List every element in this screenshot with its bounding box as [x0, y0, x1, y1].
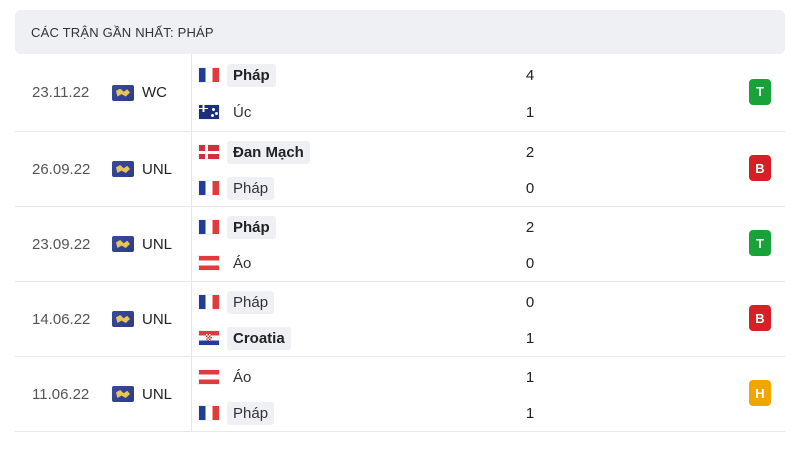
away-team[interactable]: Úc [199, 97, 257, 127]
away-score: 1 [525, 329, 535, 347]
match-row[interactable]: 11.06.22 UNL Áo Pháp 1 1 H [15, 357, 785, 432]
section-title: CÁC TRẬN GẦN NHẤT: PHÁP [31, 24, 214, 40]
team-name: Pháp [227, 63, 276, 87]
home-score: 2 [525, 143, 535, 161]
result-badge: B [749, 155, 771, 181]
competition-logo-icon [112, 161, 134, 177]
home-score: 1 [525, 368, 535, 386]
result-badge: H [749, 380, 771, 406]
team-name: Pháp [227, 215, 276, 239]
home-team[interactable]: Pháp [199, 60, 276, 90]
home-team[interactable]: Đan Mạch [199, 137, 310, 167]
result-badge: B [749, 305, 771, 331]
away-team[interactable]: Pháp [199, 398, 275, 428]
france-flag-icon [199, 181, 219, 195]
match-list: 23.11.22 WC Pháp Úc 4 1 T 26.09.22 UNL Đ… [15, 54, 785, 432]
column-divider [191, 132, 192, 206]
team-name: Pháp [227, 401, 275, 425]
france-flag-icon [199, 220, 219, 234]
match-date: 14.06.22 [32, 310, 91, 328]
match-date: 11.06.22 [32, 385, 90, 403]
match-date: 23.09.22 [32, 235, 91, 253]
home-team[interactable]: Áo [199, 362, 257, 392]
away-team[interactable]: Croatia [199, 323, 291, 353]
team-name: Áo [233, 368, 252, 386]
home-team[interactable]: Pháp [199, 287, 275, 317]
away-team[interactable]: Áo [199, 248, 257, 278]
denmark-flag-icon [199, 145, 219, 159]
section-header: CÁC TRẬN GẦN NHẤT: PHÁP [15, 10, 785, 54]
competition-name: UNL [142, 235, 173, 253]
france-flag-icon [199, 295, 219, 309]
competition-logo-icon [112, 386, 134, 402]
france-flag-icon [199, 68, 219, 82]
competition-logo-icon [112, 84, 134, 101]
team-name: Đan Mạch [227, 140, 310, 164]
team-name: Áo [233, 254, 252, 272]
team-name: Pháp [227, 176, 275, 200]
match-row[interactable]: 26.09.22 UNL Đan Mạch Pháp 2 0 B [15, 132, 785, 207]
team-name: Pháp [227, 290, 275, 314]
competition-name: UNL [142, 385, 173, 403]
competition[interactable]: UNL [112, 132, 192, 206]
croatia-flag-icon [199, 331, 219, 345]
away-score: 1 [525, 103, 535, 121]
france-flag-icon [199, 406, 219, 420]
competition[interactable]: UNL [112, 357, 192, 431]
result-badge: T [749, 230, 771, 256]
home-team[interactable]: Pháp [199, 212, 276, 242]
away-score: 1 [525, 404, 535, 422]
column-divider [191, 54, 192, 131]
column-divider [191, 357, 192, 431]
away-team[interactable]: Pháp [199, 173, 275, 203]
column-divider [191, 207, 192, 281]
away-score: 0 [525, 254, 535, 272]
team-name: Úc [233, 103, 252, 121]
match-date: 26.09.22 [32, 160, 91, 178]
competition-name: UNL [142, 160, 173, 178]
match-date: 23.11.22 [32, 84, 90, 101]
match-row[interactable]: 23.09.22 UNL Pháp Áo 2 0 T [15, 207, 785, 282]
home-score: 0 [525, 293, 535, 311]
competition-name: UNL [142, 310, 173, 328]
match-row[interactable]: 23.11.22 WC Pháp Úc 4 1 T [15, 54, 785, 132]
column-divider [191, 282, 192, 356]
match-row[interactable]: 14.06.22 UNL Pháp Croatia 0 1 B [15, 282, 785, 357]
away-score: 0 [525, 179, 535, 197]
competition-logo-icon [112, 236, 134, 252]
result-badge: T [749, 78, 771, 105]
australia-flag-icon [199, 105, 219, 119]
austria-flag-icon [199, 256, 219, 270]
team-name: Croatia [227, 326, 291, 350]
competition[interactable]: UNL [112, 207, 192, 281]
competition-logo-icon [112, 311, 134, 327]
competition[interactable]: WC [112, 54, 192, 131]
competition-name: WC [142, 84, 167, 101]
home-score: 4 [525, 66, 535, 84]
home-score: 2 [525, 218, 535, 236]
competition[interactable]: UNL [112, 282, 192, 356]
recent-matches-panel: CÁC TRẬN GẦN NHẤT: PHÁP 23.11.22 WC Pháp… [15, 10, 785, 432]
austria-flag-icon [199, 370, 219, 384]
